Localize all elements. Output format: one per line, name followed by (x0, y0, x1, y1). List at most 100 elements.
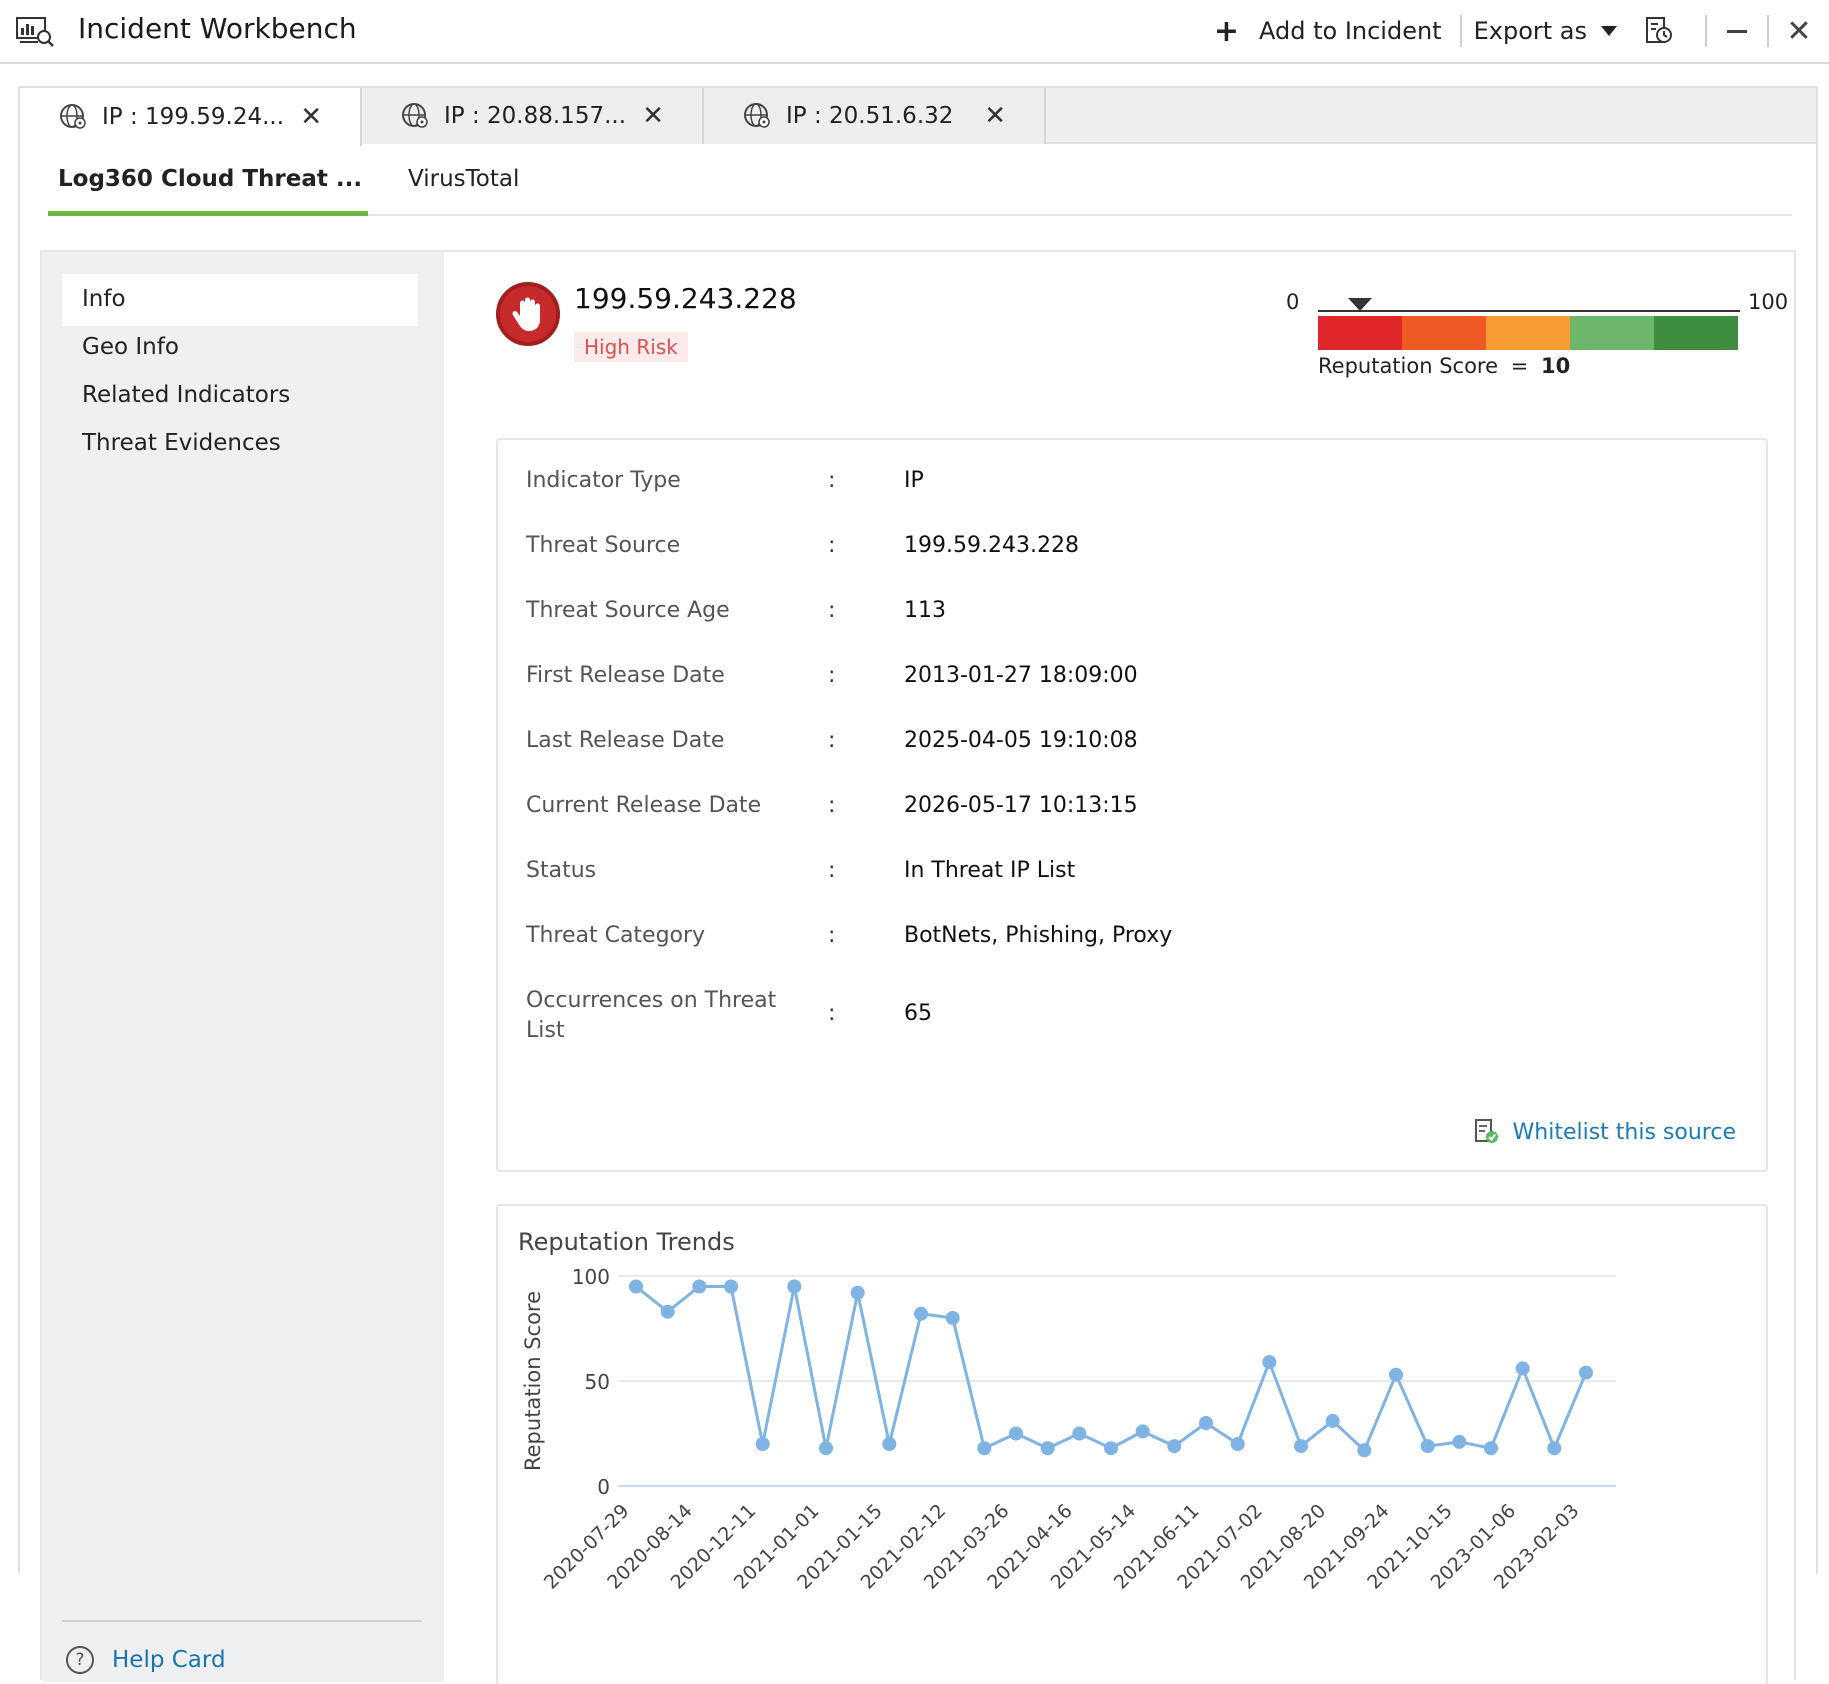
y-tick-label: 100 (572, 1265, 610, 1289)
sidebar-divider (62, 1620, 422, 1622)
reputation-equals: = (1510, 354, 1529, 378)
schedule-report-button[interactable] (1639, 11, 1679, 51)
detail-colon: : (828, 1001, 836, 1026)
detail-colon: : (828, 598, 836, 623)
data-point (1135, 1424, 1150, 1439)
minimize-icon (1727, 29, 1747, 33)
tab-log360-cloud-threat[interactable]: Log360 Cloud Threat ... (48, 166, 368, 216)
export-as-dropdown[interactable]: Export as (1462, 17, 1639, 45)
schedule-report-icon (1646, 17, 1672, 43)
globe-icon (744, 103, 770, 128)
data-point (1294, 1439, 1308, 1454)
data-point (1040, 1441, 1055, 1456)
data-point (1515, 1361, 1530, 1376)
toolbar-divider (1767, 15, 1769, 47)
close-button[interactable]: ✕ (1769, 11, 1829, 51)
data-point (1389, 1367, 1403, 1382)
workbench-panel: IP : 199.59.24... ✕ IP : 20.88.157... ✕ … (18, 86, 1818, 1684)
reputation-segment (1570, 316, 1654, 350)
ip-tab-label: IP : 199.59.24... (102, 104, 285, 130)
sidebar-item-related-indicators[interactable]: Related Indicators (82, 382, 291, 408)
data-point (1199, 1416, 1213, 1430)
reputation-trends-card: Reputation Trends 0 50 100 Reputation Score… (496, 1204, 1768, 1684)
ip-tab-bar: IP : 199.59.24... ✕ IP : 20.88.157... ✕ … (20, 88, 1816, 146)
series-line (635, 1285, 1588, 1453)
detail-value: 65 (904, 1001, 932, 1026)
whitelist-icon (1474, 1119, 1498, 1143)
data-point (1325, 1413, 1340, 1428)
detail-colon: : (828, 793, 836, 818)
content-frame: Info Geo Info Related Indicators Threat … (40, 250, 1796, 1684)
data-point (755, 1437, 770, 1451)
plus-icon: + (1213, 13, 1239, 49)
reputation-scale-line (1318, 310, 1740, 312)
reputation-segment (1402, 316, 1486, 350)
reputation-score-label: Reputation Score = 10 (1318, 354, 1570, 378)
reputation-min: 0 (1286, 290, 1300, 314)
sidebar-item-threat-evidences[interactable]: Threat Evidences (82, 430, 281, 456)
detail-value: 2013-01-27 18:09:00 (904, 663, 1138, 688)
help-card-link[interactable]: ? Help Card (66, 1646, 226, 1674)
data-point (850, 1285, 865, 1300)
close-tab-icon[interactable]: ✕ (984, 101, 1006, 131)
ip-tab-1[interactable]: IP : 199.59.24... ✕ (20, 88, 362, 146)
ip-tab-label: IP : 20.88.157... (444, 103, 627, 129)
detail-key: Threat Category (526, 923, 706, 948)
export-as-label: Export as (1473, 17, 1587, 45)
close-icon: ✕ (1786, 13, 1812, 49)
reputation-score-text: Reputation Score (1318, 354, 1499, 378)
ip-tab-2[interactable]: IP : 20.88.157... ✕ (362, 88, 704, 144)
data-point (1357, 1443, 1372, 1458)
detail-key: Threat Source Age (526, 598, 730, 623)
detail-colon: : (828, 858, 836, 883)
detail-value: IP (904, 468, 924, 493)
data-point (945, 1311, 960, 1325)
close-tab-icon[interactable]: ✕ (642, 101, 664, 131)
reputation-segment (1486, 316, 1570, 350)
detail-key: Indicator Type (526, 468, 681, 493)
data-point (977, 1441, 992, 1456)
y-tick-label: 0 (597, 1475, 610, 1499)
globe-icon (402, 103, 428, 128)
data-point (1262, 1355, 1277, 1370)
source-tab-bar: Log360 Cloud Threat ... VirusTotal (48, 166, 1792, 216)
tab-virustotal[interactable]: VirusTotal (408, 166, 520, 192)
detail-colon: : (828, 533, 836, 558)
title-bar: Incident Workbench + Add to Incident Exp… (0, 0, 1829, 64)
minimize-button[interactable] (1707, 11, 1767, 51)
ip-tab-3[interactable]: IP : 20.51.6.32 ✕ (704, 88, 1046, 144)
close-tab-icon[interactable]: ✕ (300, 102, 322, 132)
reputation-color-bar (1318, 316, 1738, 350)
detail-value: 199.59.243.228 (904, 533, 1079, 558)
risk-badge: High Risk (574, 332, 688, 362)
detail-value: BotNets, Phishing, Proxy (904, 923, 1173, 948)
data-point (1547, 1441, 1562, 1456)
add-to-incident-button[interactable]: + Add to Incident (1214, 14, 1460, 49)
detail-colon: : (828, 728, 836, 753)
sidebar-item-info[interactable]: Info (62, 274, 418, 326)
data-point (724, 1279, 738, 1294)
data-point (1484, 1441, 1498, 1456)
whitelist-source-link[interactable]: Whitelist this source (1473, 1118, 1736, 1146)
data-point (1009, 1426, 1023, 1441)
y-axis-label: Reputation Score (521, 1291, 545, 1471)
data-point (629, 1279, 643, 1294)
data-point (1230, 1437, 1245, 1451)
reputation-score-value: 10 (1541, 354, 1571, 378)
data-point (1420, 1439, 1435, 1454)
detail-colon: : (828, 663, 836, 688)
workbench-icon (16, 17, 54, 47)
detail-colon: : (828, 468, 836, 493)
detail-value: In Threat IP List (904, 858, 1076, 883)
detail-colon: : (828, 923, 836, 948)
data-point (1167, 1439, 1182, 1454)
sidebar-item-geo-info[interactable]: Geo Info (82, 334, 179, 360)
reputation-segment (1318, 316, 1402, 350)
detail-value: 113 (904, 598, 946, 623)
toolbar-divider (1705, 15, 1707, 47)
data-point (1072, 1426, 1087, 1441)
detail-value: 2026-05-17 10:13:15 (904, 793, 1138, 818)
toolbar-divider (1459, 15, 1462, 47)
data-point (819, 1441, 833, 1456)
